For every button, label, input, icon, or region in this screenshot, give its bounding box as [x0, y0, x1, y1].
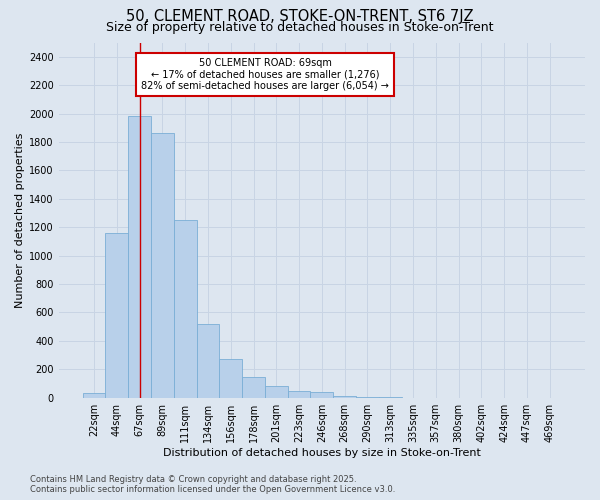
- Text: Contains HM Land Registry data © Crown copyright and database right 2025.
Contai: Contains HM Land Registry data © Crown c…: [30, 474, 395, 494]
- Bar: [220, 360, 242, 398]
- Bar: [356, 397, 379, 398]
- Bar: [288, 392, 310, 398]
- Bar: [83, 394, 106, 398]
- Text: 50, CLEMENT ROAD, STOKE-ON-TRENT, ST6 7JZ: 50, CLEMENT ROAD, STOKE-ON-TRENT, ST6 7J…: [126, 9, 474, 24]
- Bar: [197, 324, 220, 398]
- Bar: [310, 392, 333, 398]
- Bar: [265, 386, 288, 398]
- Bar: [128, 116, 151, 398]
- Text: 50 CLEMENT ROAD: 69sqm
← 17% of detached houses are smaller (1,276)
82% of semi-: 50 CLEMENT ROAD: 69sqm ← 17% of detached…: [141, 58, 389, 91]
- Y-axis label: Number of detached properties: Number of detached properties: [15, 132, 25, 308]
- Bar: [174, 220, 197, 398]
- Text: Size of property relative to detached houses in Stoke-on-Trent: Size of property relative to detached ho…: [106, 21, 494, 34]
- Bar: [151, 134, 174, 398]
- Bar: [242, 377, 265, 398]
- Bar: [333, 396, 356, 398]
- X-axis label: Distribution of detached houses by size in Stoke-on-Trent: Distribution of detached houses by size …: [163, 448, 481, 458]
- Bar: [106, 233, 128, 398]
